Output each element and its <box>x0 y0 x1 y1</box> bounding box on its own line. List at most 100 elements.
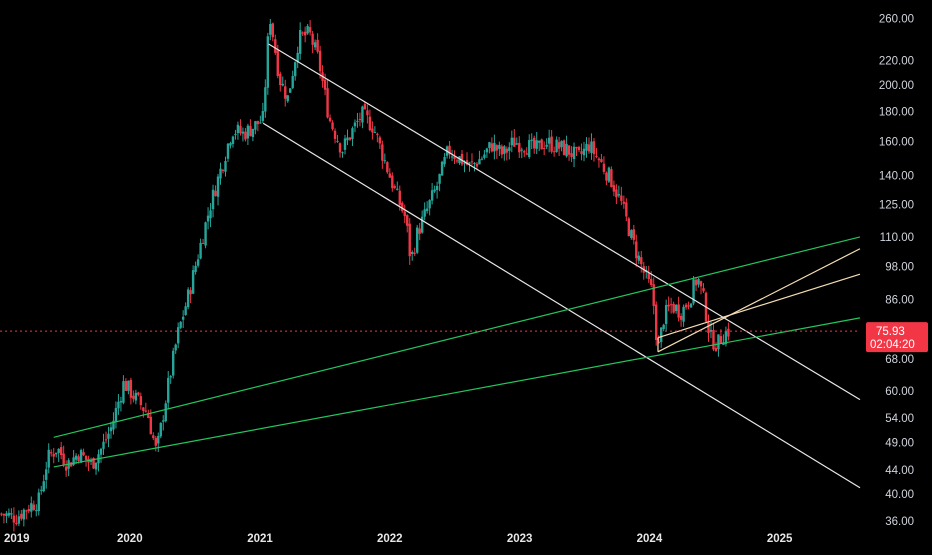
candle <box>582 141 586 162</box>
candle-body <box>650 278 653 285</box>
candle-body <box>296 52 299 62</box>
candle-body <box>707 322 710 334</box>
candle-body <box>226 143 230 159</box>
candle-body <box>338 143 342 153</box>
candle <box>415 224 419 255</box>
candle-body <box>301 32 304 34</box>
candle-body <box>498 144 501 149</box>
candle-body <box>386 162 389 173</box>
candle-body <box>37 492 40 512</box>
candle-body <box>485 148 489 153</box>
candle <box>677 296 680 322</box>
candle <box>343 134 347 155</box>
candle-body <box>40 489 43 491</box>
candle-body <box>109 427 113 432</box>
y-tick-label: 54.00 <box>885 413 914 425</box>
candle <box>657 335 660 344</box>
candle-body <box>244 131 247 140</box>
candle-body <box>30 503 33 512</box>
candles-layer <box>0 18 730 532</box>
candle <box>523 149 526 158</box>
candle-body <box>460 153 464 165</box>
candle-body <box>336 140 339 142</box>
candle <box>174 343 177 354</box>
candle-body <box>450 156 454 158</box>
candle <box>435 181 439 199</box>
candle <box>251 128 255 142</box>
candle-body <box>582 148 586 156</box>
candle-body <box>537 140 541 143</box>
candle <box>301 31 304 36</box>
candle-body <box>231 136 235 144</box>
candle-body <box>17 516 21 524</box>
candle-body <box>652 284 655 307</box>
candle <box>17 510 21 527</box>
candle-body <box>152 435 155 439</box>
candle <box>580 143 583 161</box>
candle-body <box>515 143 518 145</box>
candle <box>679 313 683 327</box>
candle-body <box>463 162 466 164</box>
candle <box>231 135 235 148</box>
candle-body <box>254 121 257 130</box>
candle <box>57 448 60 462</box>
candle-body <box>112 420 115 430</box>
candle-body <box>318 50 322 72</box>
candle <box>505 146 509 161</box>
trendline-white <box>262 122 861 489</box>
candle <box>289 88 292 93</box>
y-tick-label: 36.00 <box>885 516 914 528</box>
candle-body <box>266 36 270 88</box>
candle <box>159 422 162 439</box>
candle <box>249 119 252 137</box>
y-tick-label: 86.00 <box>885 294 914 306</box>
candle-body <box>274 39 277 53</box>
candle-body <box>627 218 631 237</box>
candle-body <box>281 83 284 86</box>
candle-body <box>647 272 650 280</box>
candle-body <box>682 306 685 322</box>
x-tick-label: 2021 <box>247 533 273 545</box>
candle-body <box>196 259 200 266</box>
candle-body <box>291 76 294 88</box>
candle <box>378 135 382 149</box>
candle-body <box>259 122 262 124</box>
candle-body <box>313 42 317 48</box>
candle-body <box>5 513 8 516</box>
x-tick-label: 2023 <box>507 533 533 545</box>
candle <box>356 112 359 128</box>
candle <box>702 283 705 293</box>
candle-body <box>453 156 456 160</box>
candle-body <box>383 160 387 162</box>
candle <box>15 514 18 526</box>
candle <box>632 224 635 245</box>
candle-body <box>677 304 680 318</box>
candle-body <box>632 229 635 240</box>
candle-body <box>373 132 377 134</box>
candle <box>294 61 297 81</box>
candle-body <box>104 439 108 441</box>
candle <box>5 510 8 523</box>
candle <box>600 153 603 163</box>
candle-body <box>625 202 628 217</box>
candle-body <box>256 120 260 125</box>
candle-body <box>25 510 28 512</box>
candle <box>157 432 160 453</box>
candle <box>480 156 484 161</box>
x-axis[interactable]: 2019 2020 2021 2022 2023 2024 2025 <box>4 533 793 545</box>
candle <box>134 389 138 405</box>
candle <box>137 391 140 397</box>
candle <box>530 133 533 150</box>
candle <box>196 254 200 268</box>
candle-body <box>239 126 242 134</box>
candle <box>361 105 364 129</box>
x-tick-label: 2019 <box>4 533 30 545</box>
candle <box>450 149 454 162</box>
candle <box>259 115 262 124</box>
candle-body <box>378 137 382 144</box>
candle-body <box>181 316 185 320</box>
y-axis[interactable]: 260.00 220.00 200.00 180.00 160.00 140.00 125.… <box>879 13 914 528</box>
candle <box>662 323 665 332</box>
